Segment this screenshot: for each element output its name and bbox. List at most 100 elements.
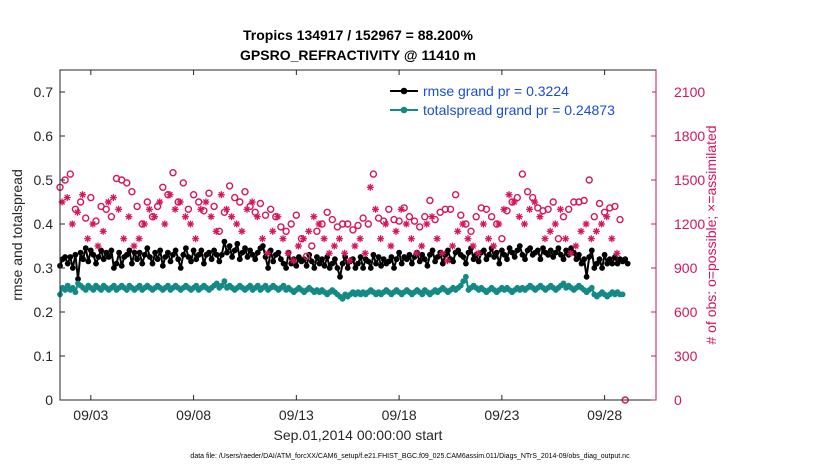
totalspread-point [221, 278, 228, 285]
obs-assimilated-marker [490, 242, 498, 250]
obs-assimilated-marker [89, 220, 97, 228]
rmse-point [380, 256, 387, 263]
obs-assimilated-marker [526, 205, 534, 213]
obs-assimilated-marker [135, 235, 143, 243]
rmse-point [105, 254, 112, 260]
obs-assimilated-marker [243, 205, 251, 213]
obs-possible-marker [256, 199, 265, 208]
obs-assimilated-marker [166, 191, 174, 199]
rmse-point [162, 254, 169, 260]
obs-assimilated-marker [485, 235, 492, 243]
rmse-point [69, 265, 76, 271]
x-axis-label: Sep.01,2014 00:00:00 start [274, 427, 443, 443]
obs-assimilated-marker [495, 220, 503, 228]
rmse-point [144, 245, 151, 252]
rmse-point [185, 254, 192, 260]
obs-assimilated-marker [387, 242, 395, 250]
y-tick-label-left: 0.5 [34, 172, 54, 188]
obs-assimilated-marker [546, 227, 554, 235]
obs-assimilated-marker [207, 213, 215, 221]
rmse-point [167, 258, 174, 265]
obs-assimilated-marker [531, 198, 539, 206]
rmse-point [429, 247, 436, 254]
obs-assimilated-marker [171, 205, 179, 213]
obs-assimilated-marker [289, 257, 297, 265]
obs-assimilated-marker [341, 249, 349, 257]
rmse-point [75, 276, 81, 282]
rmse-point [216, 258, 223, 265]
rmse-point [98, 247, 104, 254]
rmse-point [522, 256, 528, 263]
totalspread-point [218, 282, 225, 289]
rmse-point [460, 254, 467, 260]
totalspread-point [82, 287, 89, 293]
totalspread-point [111, 282, 117, 289]
totalspread-point [339, 295, 346, 302]
obs-assimilated-marker [428, 213, 436, 221]
rmse-point [231, 247, 238, 254]
obs-possible-marker [184, 205, 193, 214]
obs-assimilated-marker [233, 220, 241, 228]
obs-possible-marker [308, 242, 316, 250]
obs-possible-marker [230, 193, 239, 202]
obs-possible-marker [395, 217, 403, 225]
obs-assimilated-marker [587, 235, 595, 243]
totalspread-point [69, 284, 76, 291]
rmse-point [588, 247, 595, 254]
rmse-point [481, 247, 487, 254]
rmse-point [175, 256, 182, 263]
rmse-point [213, 251, 220, 258]
obs-possible-marker [81, 214, 90, 222]
obs-assimilated-marker [449, 242, 456, 250]
rmse-point [586, 254, 593, 260]
rmse-point [165, 249, 171, 256]
rmse-point [221, 238, 228, 245]
obs-assimilated-marker [592, 227, 600, 235]
totalspread-point [123, 287, 130, 293]
rmse-point [226, 243, 233, 249]
rmse-point [378, 262, 384, 269]
rmse-point [540, 245, 546, 252]
rmse-point [311, 265, 318, 271]
rmse-point [87, 247, 94, 254]
obs-possible-marker [498, 234, 506, 243]
rmse-point [170, 251, 176, 258]
obs-assimilated-marker [479, 220, 487, 228]
rmse-point [622, 256, 629, 263]
obs-assimilated-marker [613, 249, 621, 257]
rmse-point [149, 260, 156, 267]
obs-assimilated-marker [104, 198, 112, 206]
rmse-point [596, 256, 603, 263]
x-tick-label: 09/13 [279, 407, 314, 423]
obs-assimilated-marker [541, 235, 549, 243]
rmse-point [283, 265, 289, 271]
rmse-point [195, 251, 202, 258]
rmse-point [198, 247, 205, 254]
rmse-point [334, 265, 341, 271]
series-layer [56, 168, 631, 404]
obs-assimilated-marker [346, 257, 354, 265]
obs-assimilated-marker [300, 235, 307, 243]
rmse-point [511, 254, 518, 260]
obs-assimilated-marker [125, 213, 133, 221]
rmse-point [108, 247, 115, 254]
rmse-point [247, 247, 254, 254]
rmse-point [152, 249, 159, 256]
obs-possible-marker [487, 212, 496, 221]
obs-assimilated-marker [392, 227, 400, 235]
obs-assimilated-marker [63, 194, 71, 202]
rmse-point [609, 260, 616, 267]
obs-assimilated-marker [510, 198, 518, 206]
rmse-point [360, 265, 366, 271]
obs-possible-marker [544, 205, 552, 214]
obs-possible-marker [128, 187, 136, 196]
obs-assimilated-marker [258, 235, 266, 243]
obs-assimilated-marker [377, 235, 385, 243]
rmse-point [545, 251, 551, 258]
obs-assimilated-marker [577, 227, 585, 235]
obs-assimilated-marker [572, 242, 580, 250]
obs-possible-marker [559, 212, 568, 221]
obs-assimilated-marker [74, 208, 81, 216]
obs-possible-marker [369, 170, 378, 178]
rmse-point [578, 260, 585, 267]
